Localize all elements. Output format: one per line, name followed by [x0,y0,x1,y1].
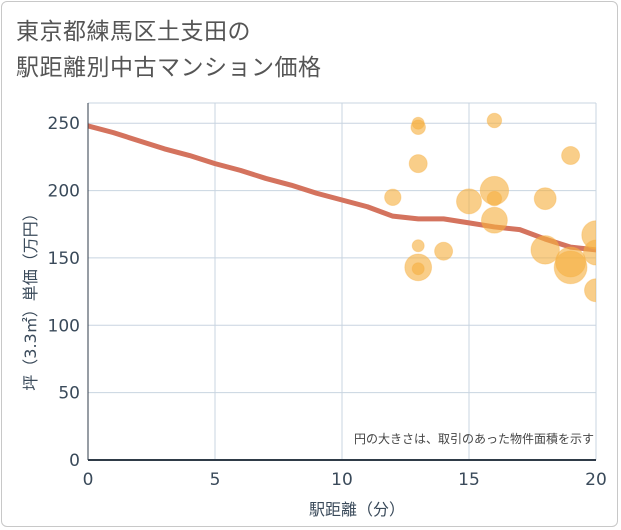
data-bubble [561,146,581,166]
y-tick-label: 100 [48,316,80,336]
data-bubble [480,206,508,234]
x-tick-label: 5 [210,470,221,490]
title-line-1: 東京都練馬区土支田の [16,19,251,45]
bubble-layer [384,112,596,303]
y-tick-label: 200 [48,182,80,202]
data-bubble [434,241,454,261]
data-bubble [408,154,428,174]
y-tick-label: 0 [69,451,80,471]
x-tick-label: 15 [458,470,480,490]
y-tick-label: 50 [58,384,80,404]
data-bubble [486,190,503,207]
trend-layer [88,123,596,253]
grid-lines [87,102,597,461]
data-bubble [384,188,402,206]
x-tick-label: 10 [331,470,353,490]
y-tick-label: 250 [48,114,80,134]
data-bubble [553,250,588,285]
chart-title: 東京都練馬区土支田の 駅距離別中古マンション価格 [16,14,322,86]
data-bubble [411,262,425,276]
data-bubble [533,187,557,211]
data-bubble [411,239,425,253]
data-bubble [584,278,596,303]
x-axis-title: 駅距離（分） [309,500,405,519]
data-bubble [583,239,596,266]
x-tick-label: 20 [585,470,607,490]
title-line-2: 駅距離別中古マンション価格 [16,55,322,81]
size-legend-note: 円の大きさは、取引のあった物件面積を示す [354,431,594,446]
data-bubble [486,112,503,129]
data-bubble [456,188,482,215]
data-bubble [410,119,426,135]
trend-line [88,123,596,253]
y-tick-label: 150 [48,249,80,269]
axes [87,103,596,461]
y-axis-title: 坪（3.3㎡）単価（万円） [21,205,40,390]
data-bubble [530,235,560,265]
x-tick-label: 0 [83,470,94,490]
